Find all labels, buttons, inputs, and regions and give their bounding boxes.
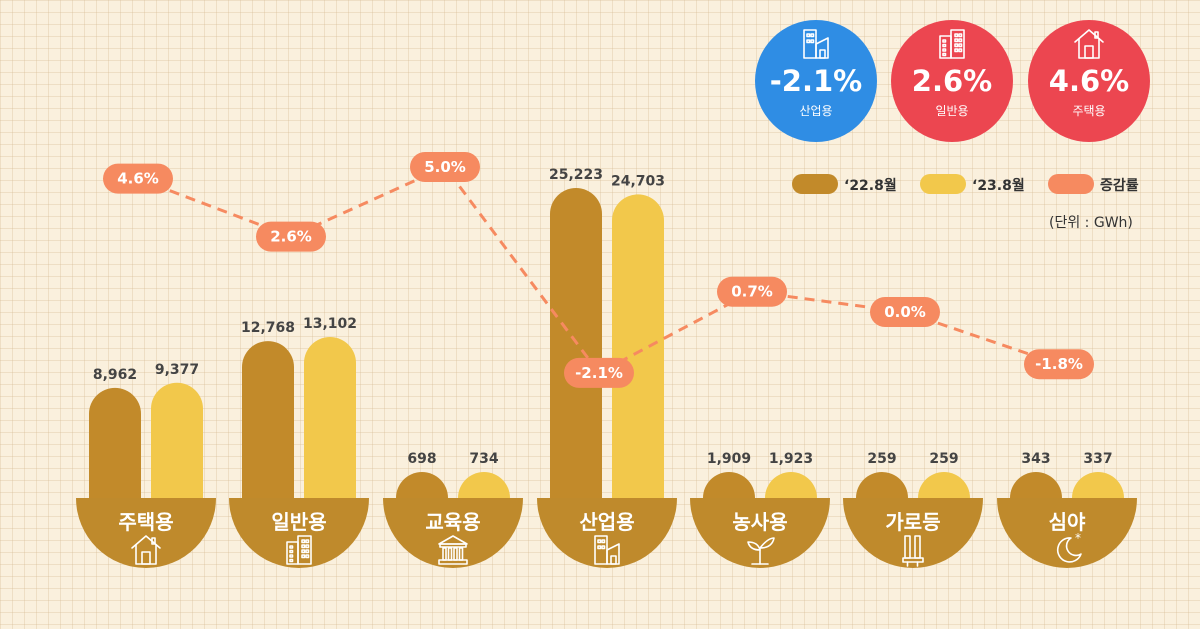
moon-icon: * [1056,531,1082,563]
bar-value-label: 13,102 [303,316,357,332]
change-rate-label: 0.0% [884,303,926,321]
kpi-value: 2.6% [911,64,993,98]
bar-value-label: 259 [929,451,958,467]
category-label: 가로등 [885,510,940,534]
change-rate-pill [410,152,480,182]
category-bowl-3: 산업용 [537,498,677,568]
house-icon [131,535,161,565]
bar-value-label: 25,223 [549,167,603,183]
category-bowl-5: 가로등 [843,498,983,568]
bar-value-label: 8,962 [93,367,137,383]
bar-value-label: 337 [1083,451,1112,467]
category-label: 농사용 [732,510,787,534]
bar-2022-1 [242,341,294,524]
bar-2022-0 [89,387,141,524]
kpi-circle-1: 2.6% 일반용 [891,20,1013,142]
bar-2023-3 [612,194,664,524]
change-rate-label: 2.6% [270,228,312,246]
change-rate-pill [870,297,940,327]
legend-swatch-change [1048,174,1094,194]
kpi-value: 4.6% [1048,64,1130,98]
change-rate-pill [103,163,173,194]
bar-value-label: 343 [1021,451,1050,467]
bowl-shape [690,498,830,568]
category-bowl-2: 교육용 [383,498,523,568]
category-label: 산업용 [579,510,634,534]
kpi-value: -2.1% [769,64,863,98]
kpi-circle-2: 4.6% 주택용 [1028,20,1150,142]
category-bowl-0: 주택용 [76,498,216,568]
bar-value-label: 259 [867,451,896,467]
category-bowls: 주택용 일반용 교육용 산업용 농사용 가로등 심야* [76,498,1137,568]
bar-2023-0 [151,382,203,524]
bowl-shape [76,498,216,568]
factory-icon [594,535,620,565]
streetlight-icon [902,535,924,567]
unit-label: (단위 : GWh) [1049,215,1133,231]
kpi-label: 산업용 [799,104,833,118]
bowl-shape [229,498,369,568]
change-rate-pill [564,357,634,388]
change-rate-label: 4.6% [117,170,159,188]
building-icon [286,535,312,565]
legend-swatch-2023 [920,174,966,194]
sprout-icon [747,537,775,565]
legend: ‘22.8월 ‘23.8월 증감률 [792,172,1162,196]
change-rate-label: 5.0% [424,158,466,176]
bar-value-label: 24,703 [611,173,665,189]
category-bowl-1: 일반용 [229,498,369,568]
bowl-shape [997,498,1137,568]
bowl-shape [537,498,677,568]
factory-icon [803,29,829,59]
legend-label-change: 증감률 [1100,178,1139,194]
legend-label-2022: ‘22.8월 [844,178,897,194]
kpi-label: 일반용 [935,104,969,118]
kpi-label: 주택용 [1072,104,1106,118]
category-bowl-4: 농사용 [690,498,830,568]
bar-value-label: 734 [469,451,498,467]
change-rate-pill [717,276,787,307]
bar-value-label: 9,377 [155,362,199,378]
category-bowl-6: 심야* [997,498,1137,568]
bar-value-label: 698 [407,451,436,467]
change-rate-pill [256,221,326,252]
change-rate-label: -1.8% [1035,355,1083,373]
bar-value-label: 12,768 [241,320,295,336]
category-label: 일반용 [271,510,326,534]
bar-value-label: 1,923 [769,451,813,467]
building-icon [939,29,965,59]
legend-swatch-2022 [792,174,838,194]
bar-2023-1 [304,336,356,524]
change-rate-pill [1024,349,1094,380]
change-rate-line: 4.6% 2.6% 5.0% -2.1% 0.7% 0.0% -1.8% [103,152,1094,388]
category-label: 주택용 [118,510,173,534]
legend-label-2023: ‘23.8월 [972,178,1025,194]
change-rate-label: 0.7% [731,283,773,301]
bar-value-label: 1,909 [707,451,751,467]
bowl-shape [843,498,983,568]
change-rate-label: -2.1% [575,364,623,382]
category-label: 심야 [1049,510,1086,534]
kpi-circle-0: -2.1% 산업용 [755,20,877,142]
svg-text:*: * [1075,531,1081,545]
bar-2022-3 [550,188,602,524]
bowl-shape [383,498,523,568]
house-icon [1074,29,1104,59]
category-label: 교육용 [425,510,480,534]
bars-layer: 8,962 9,377 12,768 13,102 698 734 25,223 24,703… [89,167,1124,524]
school-icon [438,535,468,565]
